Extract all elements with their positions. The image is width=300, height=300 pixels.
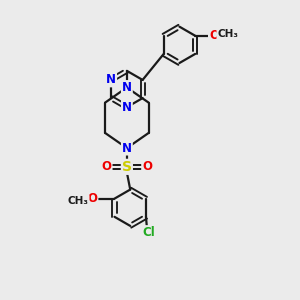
Text: S: S bbox=[122, 160, 132, 174]
Text: Cl: Cl bbox=[142, 226, 155, 239]
Text: O: O bbox=[209, 29, 219, 42]
Text: N: N bbox=[106, 74, 116, 86]
Text: O: O bbox=[102, 160, 112, 173]
Text: N: N bbox=[122, 101, 132, 114]
Text: CH₃: CH₃ bbox=[68, 196, 89, 206]
Text: N: N bbox=[122, 81, 132, 94]
Text: CH₃: CH₃ bbox=[217, 29, 238, 39]
Text: N: N bbox=[122, 142, 132, 154]
Text: O: O bbox=[88, 192, 98, 205]
Text: O: O bbox=[142, 160, 152, 173]
